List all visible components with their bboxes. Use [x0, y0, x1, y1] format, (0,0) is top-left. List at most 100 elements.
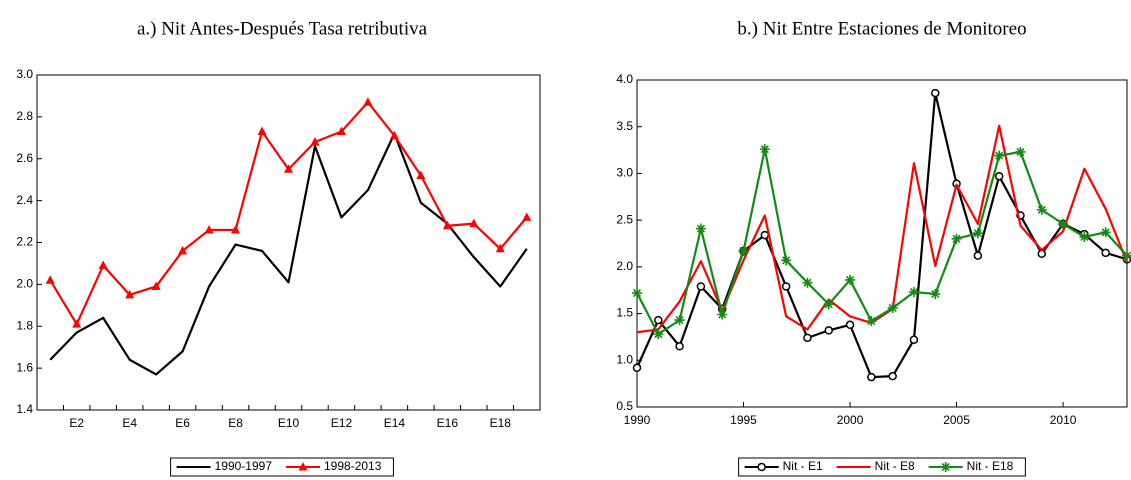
- x-tick-label: E6: [175, 416, 190, 430]
- legend-box: [738, 457, 1026, 477]
- marker: [204, 224, 214, 234]
- marker: [284, 164, 293, 173]
- marker: [675, 342, 684, 351]
- y-tick-label: 1.0: [616, 352, 633, 366]
- x-tick-label: 1995: [730, 413, 757, 427]
- legend: Nit - E1 Nit - E8 Nit - E18: [738, 457, 1026, 477]
- marker: [653, 329, 664, 340]
- marker: [632, 363, 642, 373]
- marker: [1015, 146, 1026, 157]
- marker: [1122, 250, 1131, 261]
- marker: [908, 287, 919, 298]
- legend-box: [170, 457, 394, 477]
- series-line: [635, 91, 1128, 379]
- marker: [389, 130, 399, 140]
- marker: [972, 228, 983, 239]
- legend-label: Nit - E18: [967, 459, 1014, 473]
- marker: [257, 126, 267, 136]
- y-tick-label: 2.6: [16, 151, 33, 165]
- marker: [416, 170, 426, 179]
- y-tick-label: 1.8: [16, 318, 33, 332]
- marker: [442, 220, 452, 230]
- y-tick-label: 2.5: [616, 212, 633, 226]
- x-tick-label: 2005: [943, 413, 970, 427]
- legend-marker: [298, 462, 308, 471]
- marker: [632, 288, 642, 299]
- x-tick-label: E2: [69, 416, 84, 430]
- x-tick-label: E14: [384, 416, 406, 430]
- legend-label: Nit - E1: [783, 459, 823, 473]
- x-tick-label: E12: [331, 416, 353, 430]
- x-tick-label: E18: [490, 416, 512, 430]
- x-tick-label: 2000: [837, 413, 864, 427]
- marker: [824, 326, 833, 335]
- y-tick-label: 0.5: [616, 399, 633, 413]
- marker: [45, 275, 55, 284]
- marker: [674, 315, 685, 326]
- marker: [994, 171, 1004, 181]
- y-tick-label: 2.0: [616, 259, 633, 273]
- marker: [1079, 231, 1090, 242]
- y-tick-label: 2.4: [16, 193, 33, 207]
- y-tick-label: 1.6: [16, 360, 33, 374]
- legend-label: 1990-1997: [215, 459, 273, 473]
- y-tick-label: 2.8: [16, 109, 33, 123]
- marker: [760, 230, 770, 240]
- marker: [231, 224, 241, 234]
- series-line: [49, 101, 528, 326]
- marker: [887, 302, 898, 313]
- marker: [98, 260, 108, 270]
- marker: [654, 315, 663, 325]
- marker: [759, 144, 770, 155]
- marker: [151, 281, 161, 290]
- marker: [1037, 249, 1047, 259]
- legend-label: Nit - E8: [875, 459, 915, 473]
- marker: [72, 319, 82, 328]
- legend-marker: [757, 462, 766, 472]
- marker: [994, 150, 1005, 161]
- marker: [845, 320, 855, 330]
- marker: [888, 371, 897, 381]
- marker: [1100, 227, 1111, 238]
- y-tick-label: 1.4: [16, 402, 33, 416]
- x-tick-label: E16: [437, 416, 459, 430]
- marker: [867, 372, 876, 382]
- y-tick-label: 3.0: [16, 67, 33, 81]
- x-tick-label: 2010: [1050, 413, 1077, 427]
- y-tick-label: 2.0: [16, 277, 33, 291]
- y-tick-label: 1.5: [616, 306, 633, 320]
- chart-title: a.) Nit Antes-Después Tasa retributiva: [137, 18, 428, 39]
- marker: [363, 97, 373, 106]
- y-tick-label: 3.5: [616, 119, 633, 133]
- marker: [781, 282, 791, 291]
- marker: [866, 316, 877, 327]
- marker: [469, 218, 479, 228]
- legend: 1990-1997 1998-2013: [170, 457, 394, 477]
- marker: [802, 277, 813, 288]
- marker: [125, 289, 135, 299]
- x-tick-label: 1990: [624, 413, 651, 427]
- marker: [336, 126, 346, 136]
- marker: [909, 335, 919, 344]
- marker: [781, 255, 792, 266]
- marker: [823, 299, 834, 310]
- chart-title: b.) Nit Entre Estaciones de Monitoreo: [737, 18, 1026, 39]
- y-tick-label: 4.0: [616, 72, 633, 86]
- x-tick-label: E10: [278, 416, 300, 430]
- marker: [695, 223, 706, 234]
- marker: [845, 274, 856, 285]
- marker: [717, 309, 728, 320]
- marker: [931, 88, 940, 98]
- series-line: [636, 124, 1129, 334]
- marker: [803, 333, 812, 343]
- marker: [1101, 248, 1110, 258]
- marker: [973, 251, 983, 260]
- y-tick-label: 3.0: [616, 166, 633, 180]
- marker: [495, 243, 505, 253]
- marker: [178, 245, 188, 255]
- marker: [1058, 218, 1069, 229]
- marker: [310, 137, 320, 146]
- marker: [951, 233, 962, 244]
- marker: [696, 282, 706, 291]
